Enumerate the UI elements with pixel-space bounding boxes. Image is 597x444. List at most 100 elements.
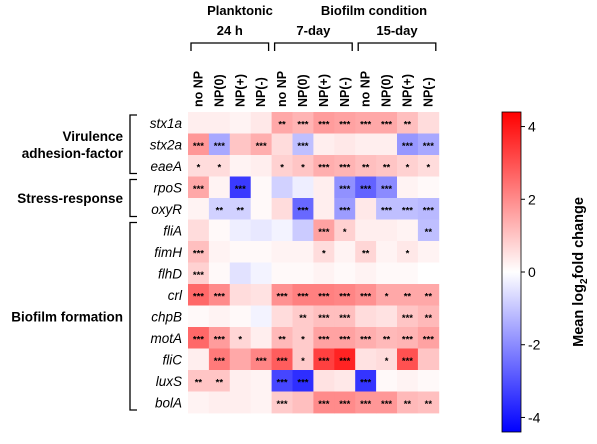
significance-mark: *: [301, 334, 305, 345]
heatmap-cell: [229, 198, 252, 220]
time-group-bracket: [273, 42, 353, 51]
heatmap-cell: [188, 284, 210, 306]
significance-mark: ***: [423, 141, 434, 152]
heatmap-cell: [250, 284, 272, 306]
heatmap-cell: [376, 327, 398, 349]
heatmap-cell: [334, 112, 356, 134]
gene-label: flhD: [158, 266, 182, 281]
significance-mark: *: [385, 291, 389, 302]
heatmap-cell: [271, 198, 293, 220]
row-labels: stx1a stx2a eaeA rpoS oxyR fliA fimH flhD crl chp…: [150, 116, 183, 411]
column-label: NP(-): [254, 77, 268, 107]
significance-mark: *: [301, 162, 305, 173]
column-label: NP(0): [212, 74, 226, 107]
colorbar-tick-label: 2: [528, 191, 536, 207]
heatmap-cells: ** *** *** *** *** *** ***** *** *** *** *** **** * *…: [188, 112, 440, 414]
heatmap-cell: [376, 176, 398, 199]
heatmap-cell: [313, 241, 335, 263]
significance-mark: ***: [214, 291, 225, 302]
significance-mark: *: [385, 356, 389, 367]
heatmap-cell: [292, 241, 314, 263]
heatmap-cell: [250, 198, 272, 220]
heatmap-cell: [271, 112, 293, 134]
heatmap-cell: [292, 219, 314, 242]
heatmap-cell: [292, 112, 314, 134]
significance-mark: **: [237, 205, 245, 216]
colorbar-tick-label: -2: [528, 337, 541, 353]
significance-mark: ***: [360, 184, 371, 195]
time-group-brackets: 24 h 7-day 15-day: [190, 23, 437, 51]
heatmap-cell: [208, 284, 231, 306]
significance-mark: **: [362, 248, 370, 259]
significance-mark: ***: [339, 119, 350, 130]
heatmap-cell: [313, 305, 335, 328]
heatmap-cell: [271, 305, 293, 328]
gene-label: oxyR: [151, 202, 182, 217]
significance-mark: ***: [277, 356, 288, 367]
significance-mark: *: [426, 162, 430, 173]
significance-mark: ***: [297, 291, 308, 302]
heatmap-cell: [271, 262, 293, 285]
heatmap-cell: [208, 155, 231, 177]
significance-mark: **: [404, 291, 412, 302]
significance-mark: ***: [235, 184, 246, 195]
heatmap-cell: [313, 348, 335, 371]
heatmap-cell: [397, 305, 419, 328]
significance-mark: ***: [318, 399, 329, 410]
significance-mark: ***: [360, 377, 371, 388]
significance-mark: *: [406, 248, 410, 259]
heatmap-cell: [271, 370, 293, 392]
heatmap-cell: [397, 370, 419, 392]
heatmap-cell: [417, 262, 440, 285]
heatmap-cell: [229, 241, 252, 263]
heatmap-cell: [313, 327, 335, 349]
row-group-brackets: Virulence adhesion-factor Stress-response B…: [11, 114, 137, 411]
heatmap-cell: [229, 219, 252, 242]
time-group-label: 24 h: [217, 23, 243, 38]
significance-mark: ***: [360, 291, 371, 302]
heatmap-cell: [188, 391, 210, 414]
heatmap-cell: [376, 370, 398, 392]
significance-mark: *: [197, 162, 201, 173]
heatmap-cell: [355, 305, 377, 328]
heatmap-cell: [334, 327, 356, 349]
heatmap-cell: [271, 391, 293, 414]
significance-mark: *: [280, 162, 284, 173]
significance-mark: ***: [214, 334, 225, 345]
significance-mark: ***: [256, 141, 267, 152]
heatmap-cell: [397, 348, 419, 371]
gene-label: rpoS: [153, 180, 182, 195]
colorbar-tick-label: 0: [528, 264, 536, 280]
significance-mark: ***: [193, 141, 204, 152]
significance-mark: **: [404, 119, 412, 130]
heatmap-cell: [208, 241, 231, 263]
heatmap-cell: [397, 155, 419, 177]
heatmap-cell: [271, 327, 293, 349]
gene-label: stx1a: [150, 116, 183, 131]
gene-label: fimH: [154, 245, 182, 260]
heatmap-cell: [397, 219, 419, 242]
significance-mark: **: [216, 205, 224, 216]
heatmap-cell: [417, 133, 440, 156]
significance-mark: ***: [318, 356, 329, 367]
row-group-bracket: [129, 114, 137, 175]
heatmap-cell: [376, 391, 398, 414]
heatmap-cell: [292, 176, 314, 199]
significance-mark: **: [383, 162, 391, 173]
heatmap-cell: [417, 155, 440, 177]
heatmap-cell: [208, 391, 231, 414]
heatmap-cell: [417, 219, 440, 242]
significance-mark: ***: [318, 162, 329, 173]
heatmap-cell: [355, 327, 377, 349]
significance-mark: ***: [402, 313, 413, 324]
significance-mark: *: [406, 162, 410, 173]
heatmap-cell: [334, 348, 356, 371]
column-label: NP(+): [317, 74, 331, 107]
heatmap-cell: [188, 241, 210, 263]
column-labels: no NP NP(0) NP(+) NP(-) no NP NP(0) NP(+) NP(-)…: [191, 71, 435, 107]
significance-mark: ***: [193, 291, 204, 302]
heatmap-cell: [313, 284, 335, 306]
significance-mark: ***: [339, 205, 350, 216]
significance-mark: ***: [381, 184, 392, 195]
